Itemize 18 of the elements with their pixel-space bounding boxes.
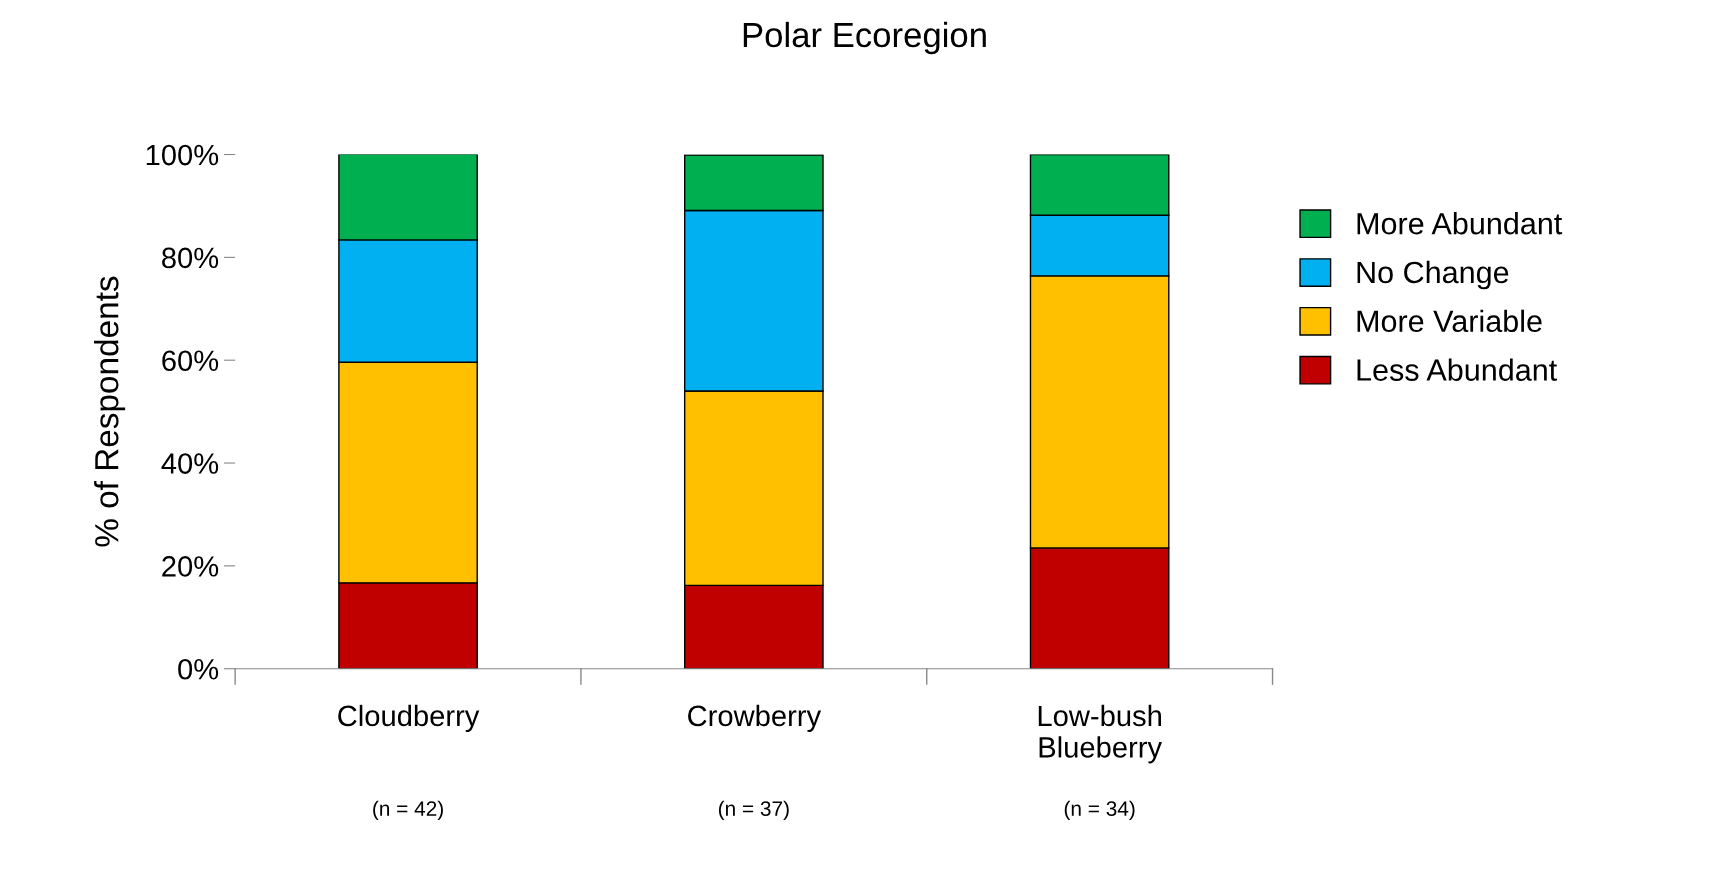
chart-title: Polar Ecoregion [743,21,986,55]
text: (n = 42) [373,800,443,821]
y-tick-label: 60% [162,350,219,372]
text: (n = 34) [1064,800,1135,821]
x-tick-label: Cloudberry [338,704,480,733]
y-axis-title: % of Respondents [94,276,126,547]
x-tick-label: Low-bush Blueberry [1038,704,1163,764]
legend-label: Less Abundant [1357,358,1557,381]
legend-label: No Change [1357,260,1509,290]
legend-label: More Abundant [1357,212,1563,235]
y-tick-label: 20% [162,556,219,577]
y-tick-label: 100% [146,144,219,166]
y-tick-label: 0% [178,658,219,680]
text: (n = 37) [718,800,789,821]
x-tick-label: Crowberry [688,704,822,733]
y-tick-label: 40% [161,453,219,474]
legend-label: More Variable [1357,309,1542,333]
y-tick-label: 80% [162,247,219,269]
